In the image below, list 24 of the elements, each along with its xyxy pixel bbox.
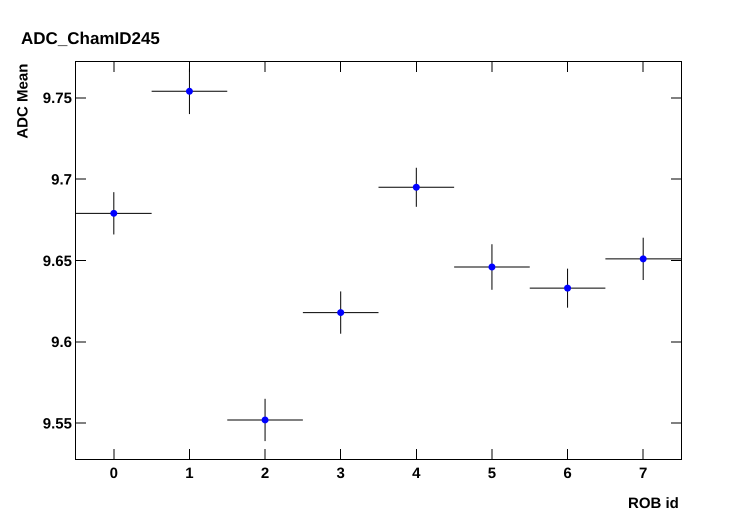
y-tick-label: 9.55 (42, 415, 72, 432)
x-tick-label: 2 (260, 465, 270, 482)
point (640, 255, 647, 262)
y-tick-label: 9.6 (51, 334, 72, 352)
x-tick-label: 4 (412, 465, 422, 482)
x-tick-label: 5 (488, 465, 496, 482)
point (488, 264, 496, 271)
point (412, 184, 420, 191)
chart-title: ADC_ChamID245 (21, 29, 160, 48)
x-tick-label: 3 (336, 465, 345, 482)
y-tick-label: 9.65 (42, 252, 72, 270)
x-tick-label: 6 (563, 465, 572, 482)
x-tick-label: 1 (185, 465, 194, 482)
point (564, 284, 572, 292)
point (186, 88, 193, 95)
y-tick-label: 9.7 (51, 171, 72, 188)
x-tick-label: 7 (639, 465, 648, 482)
y-tick-label: 9.75 (42, 90, 72, 108)
point (110, 210, 118, 217)
x-tick-label: 0 (110, 465, 118, 482)
x-axis-title: ROB id (628, 495, 679, 511)
point (262, 416, 269, 424)
y-axis-title: ADC Mean (14, 64, 32, 139)
point (337, 309, 344, 316)
